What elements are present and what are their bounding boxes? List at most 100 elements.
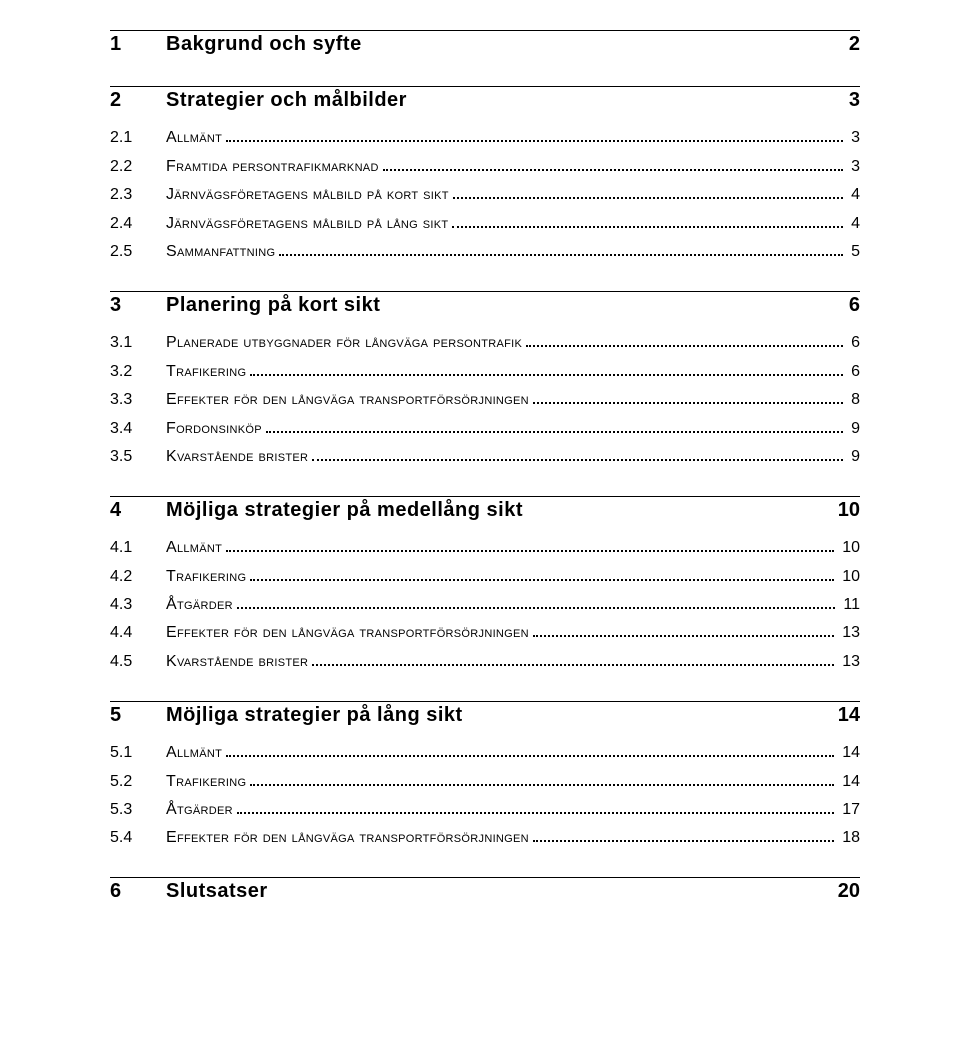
entry-fill: Framtida persontrafikmarknad bbox=[166, 154, 847, 175]
entry-page: 9 bbox=[847, 448, 860, 466]
entry-number: 3.4 bbox=[110, 420, 166, 438]
toc-entry: 5.3 Åtgärder 17 bbox=[110, 798, 860, 819]
entry-page: 13 bbox=[838, 624, 860, 642]
section-heading-left: 3 Planering på kort sikt bbox=[110, 294, 849, 317]
section-page: 3 bbox=[849, 89, 860, 112]
leader-dots bbox=[453, 183, 843, 199]
leader-dots bbox=[383, 154, 843, 170]
entry-page: 6 bbox=[847, 334, 860, 352]
section-number: 5 bbox=[110, 704, 142, 727]
entry-fill: Effekter för den långväga transportförsö… bbox=[166, 826, 838, 847]
entry-title: Trafikering bbox=[166, 773, 246, 791]
entry-number: 4.5 bbox=[110, 653, 166, 671]
entry-fill: Trafikering bbox=[166, 564, 838, 585]
toc-entry: 3.3 Effekter för den långväga transportf… bbox=[110, 388, 860, 409]
entry-page: 11 bbox=[839, 596, 860, 614]
section-title: Strategier och målbilder bbox=[166, 89, 407, 112]
entry-title: Åtgärder bbox=[166, 801, 233, 819]
leader-dots bbox=[452, 211, 843, 227]
section-number: 2 bbox=[110, 89, 142, 112]
leader-dots bbox=[312, 445, 843, 461]
toc-entry: 4.4 Effekter för den långväga transportf… bbox=[110, 621, 860, 642]
section-title: Bakgrund och syfte bbox=[166, 33, 362, 56]
section-page: 2 bbox=[849, 33, 860, 56]
entry-fill: Effekter för den långväga transportförsö… bbox=[166, 621, 838, 642]
leader-dots bbox=[226, 741, 834, 757]
entry-number: 2.3 bbox=[110, 186, 166, 204]
leader-dots bbox=[533, 621, 834, 637]
entry-page: 4 bbox=[847, 186, 860, 204]
toc-entry: 5.1 Allmänt 14 bbox=[110, 741, 860, 762]
entry-fill: Sammanfattning bbox=[166, 240, 847, 261]
entry-title: Järnvägsföretagens målbild på kort sikt bbox=[166, 186, 449, 204]
leader-dots bbox=[250, 564, 834, 580]
entry-title: Allmänt bbox=[166, 129, 222, 147]
toc-entry: 4.2 Trafikering 10 bbox=[110, 564, 860, 585]
toc-entry: 5.4 Effekter för den långväga transportf… bbox=[110, 826, 860, 847]
entry-page: 14 bbox=[838, 773, 860, 791]
toc-entry: 4.1 Allmänt 10 bbox=[110, 536, 860, 557]
leader-dots bbox=[226, 536, 834, 552]
entry-page: 18 bbox=[838, 829, 860, 847]
entry-number: 3.2 bbox=[110, 363, 166, 381]
toc-entry: 3.5 Kvarstående brister 9 bbox=[110, 445, 860, 466]
leader-dots bbox=[250, 769, 834, 785]
toc-entry: 5.2 Trafikering 14 bbox=[110, 769, 860, 790]
section-heading: 5 Möjliga strategier på lång sikt 14 bbox=[110, 701, 860, 727]
entry-number: 2.4 bbox=[110, 215, 166, 233]
entry-title: Effekter för den långväga transportförsö… bbox=[166, 829, 529, 847]
section-page: 10 bbox=[838, 499, 860, 522]
toc-entry: 3.4 Fordonsinköp 9 bbox=[110, 416, 860, 437]
section-heading-left: 5 Möjliga strategier på lång sikt bbox=[110, 704, 838, 727]
toc-entry: 2.2 Framtida persontrafikmarknad 3 bbox=[110, 154, 860, 175]
entry-title: Effekter för den långväga transportförsö… bbox=[166, 391, 529, 409]
section-number: 3 bbox=[110, 294, 142, 317]
entry-fill: Effekter för den långväga transportförsö… bbox=[166, 388, 847, 409]
section-title: Planering på kort sikt bbox=[166, 294, 380, 317]
entry-title: Trafikering bbox=[166, 568, 246, 586]
entry-title: Effekter för den långväga transportförsö… bbox=[166, 624, 529, 642]
entry-fill: Kvarstående brister bbox=[166, 445, 847, 466]
entry-number: 5.1 bbox=[110, 744, 166, 762]
toc-entry: 3.2 Trafikering 6 bbox=[110, 359, 860, 380]
section-number: 1 bbox=[110, 33, 142, 56]
toc-entry: 4.5 Kvarstående brister 13 bbox=[110, 649, 860, 670]
leader-dots bbox=[533, 826, 834, 842]
section-heading: 1 Bakgrund och syfte 2 bbox=[110, 30, 860, 56]
toc-entry: 2.3 Järnvägsföretagens målbild på kort s… bbox=[110, 183, 860, 204]
leader-dots bbox=[279, 240, 843, 256]
entry-page: 5 bbox=[847, 243, 860, 261]
section-heading-left: 1 Bakgrund och syfte bbox=[110, 33, 849, 56]
entry-title: Järnvägsföretagens målbild på lång sikt bbox=[166, 215, 448, 233]
entry-fill: Järnvägsföretagens målbild på kort sikt bbox=[166, 183, 847, 204]
entry-page: 6 bbox=[847, 363, 860, 381]
entry-page: 9 bbox=[847, 420, 860, 438]
entry-title: Åtgärder bbox=[166, 596, 233, 614]
entry-number: 4.4 bbox=[110, 624, 166, 642]
entry-fill: Fordonsinköp bbox=[166, 416, 847, 437]
entry-number: 4.1 bbox=[110, 539, 166, 557]
entry-number: 5.3 bbox=[110, 801, 166, 819]
entry-title: Kvarstående brister bbox=[166, 448, 308, 466]
entry-number: 5.4 bbox=[110, 829, 166, 847]
entry-fill: Allmänt bbox=[166, 536, 838, 557]
entry-number: 3.1 bbox=[110, 334, 166, 352]
entry-page: 8 bbox=[847, 391, 860, 409]
toc-entry: 2.4 Järnvägsföretagens målbild på lång s… bbox=[110, 211, 860, 232]
entry-title: Trafikering bbox=[166, 363, 246, 381]
section-heading: 4 Möjliga strategier på medellång sikt 1… bbox=[110, 496, 860, 522]
toc-entry: 4.3 Åtgärder 11 bbox=[110, 593, 860, 614]
entry-number: 2.1 bbox=[110, 129, 166, 147]
entry-number: 5.2 bbox=[110, 773, 166, 791]
entry-number: 2.5 bbox=[110, 243, 166, 261]
leader-dots bbox=[526, 331, 843, 347]
entry-fill: Trafikering bbox=[166, 359, 847, 380]
leader-dots bbox=[266, 416, 843, 432]
toc-entry: 2.5 Sammanfattning 5 bbox=[110, 240, 860, 261]
entry-title: Kvarstående brister bbox=[166, 653, 308, 671]
entry-page: 3 bbox=[847, 129, 860, 147]
leader-dots bbox=[237, 798, 834, 814]
entry-fill: Allmänt bbox=[166, 741, 838, 762]
entry-fill: Åtgärder bbox=[166, 593, 839, 614]
entry-page: 10 bbox=[838, 568, 860, 586]
